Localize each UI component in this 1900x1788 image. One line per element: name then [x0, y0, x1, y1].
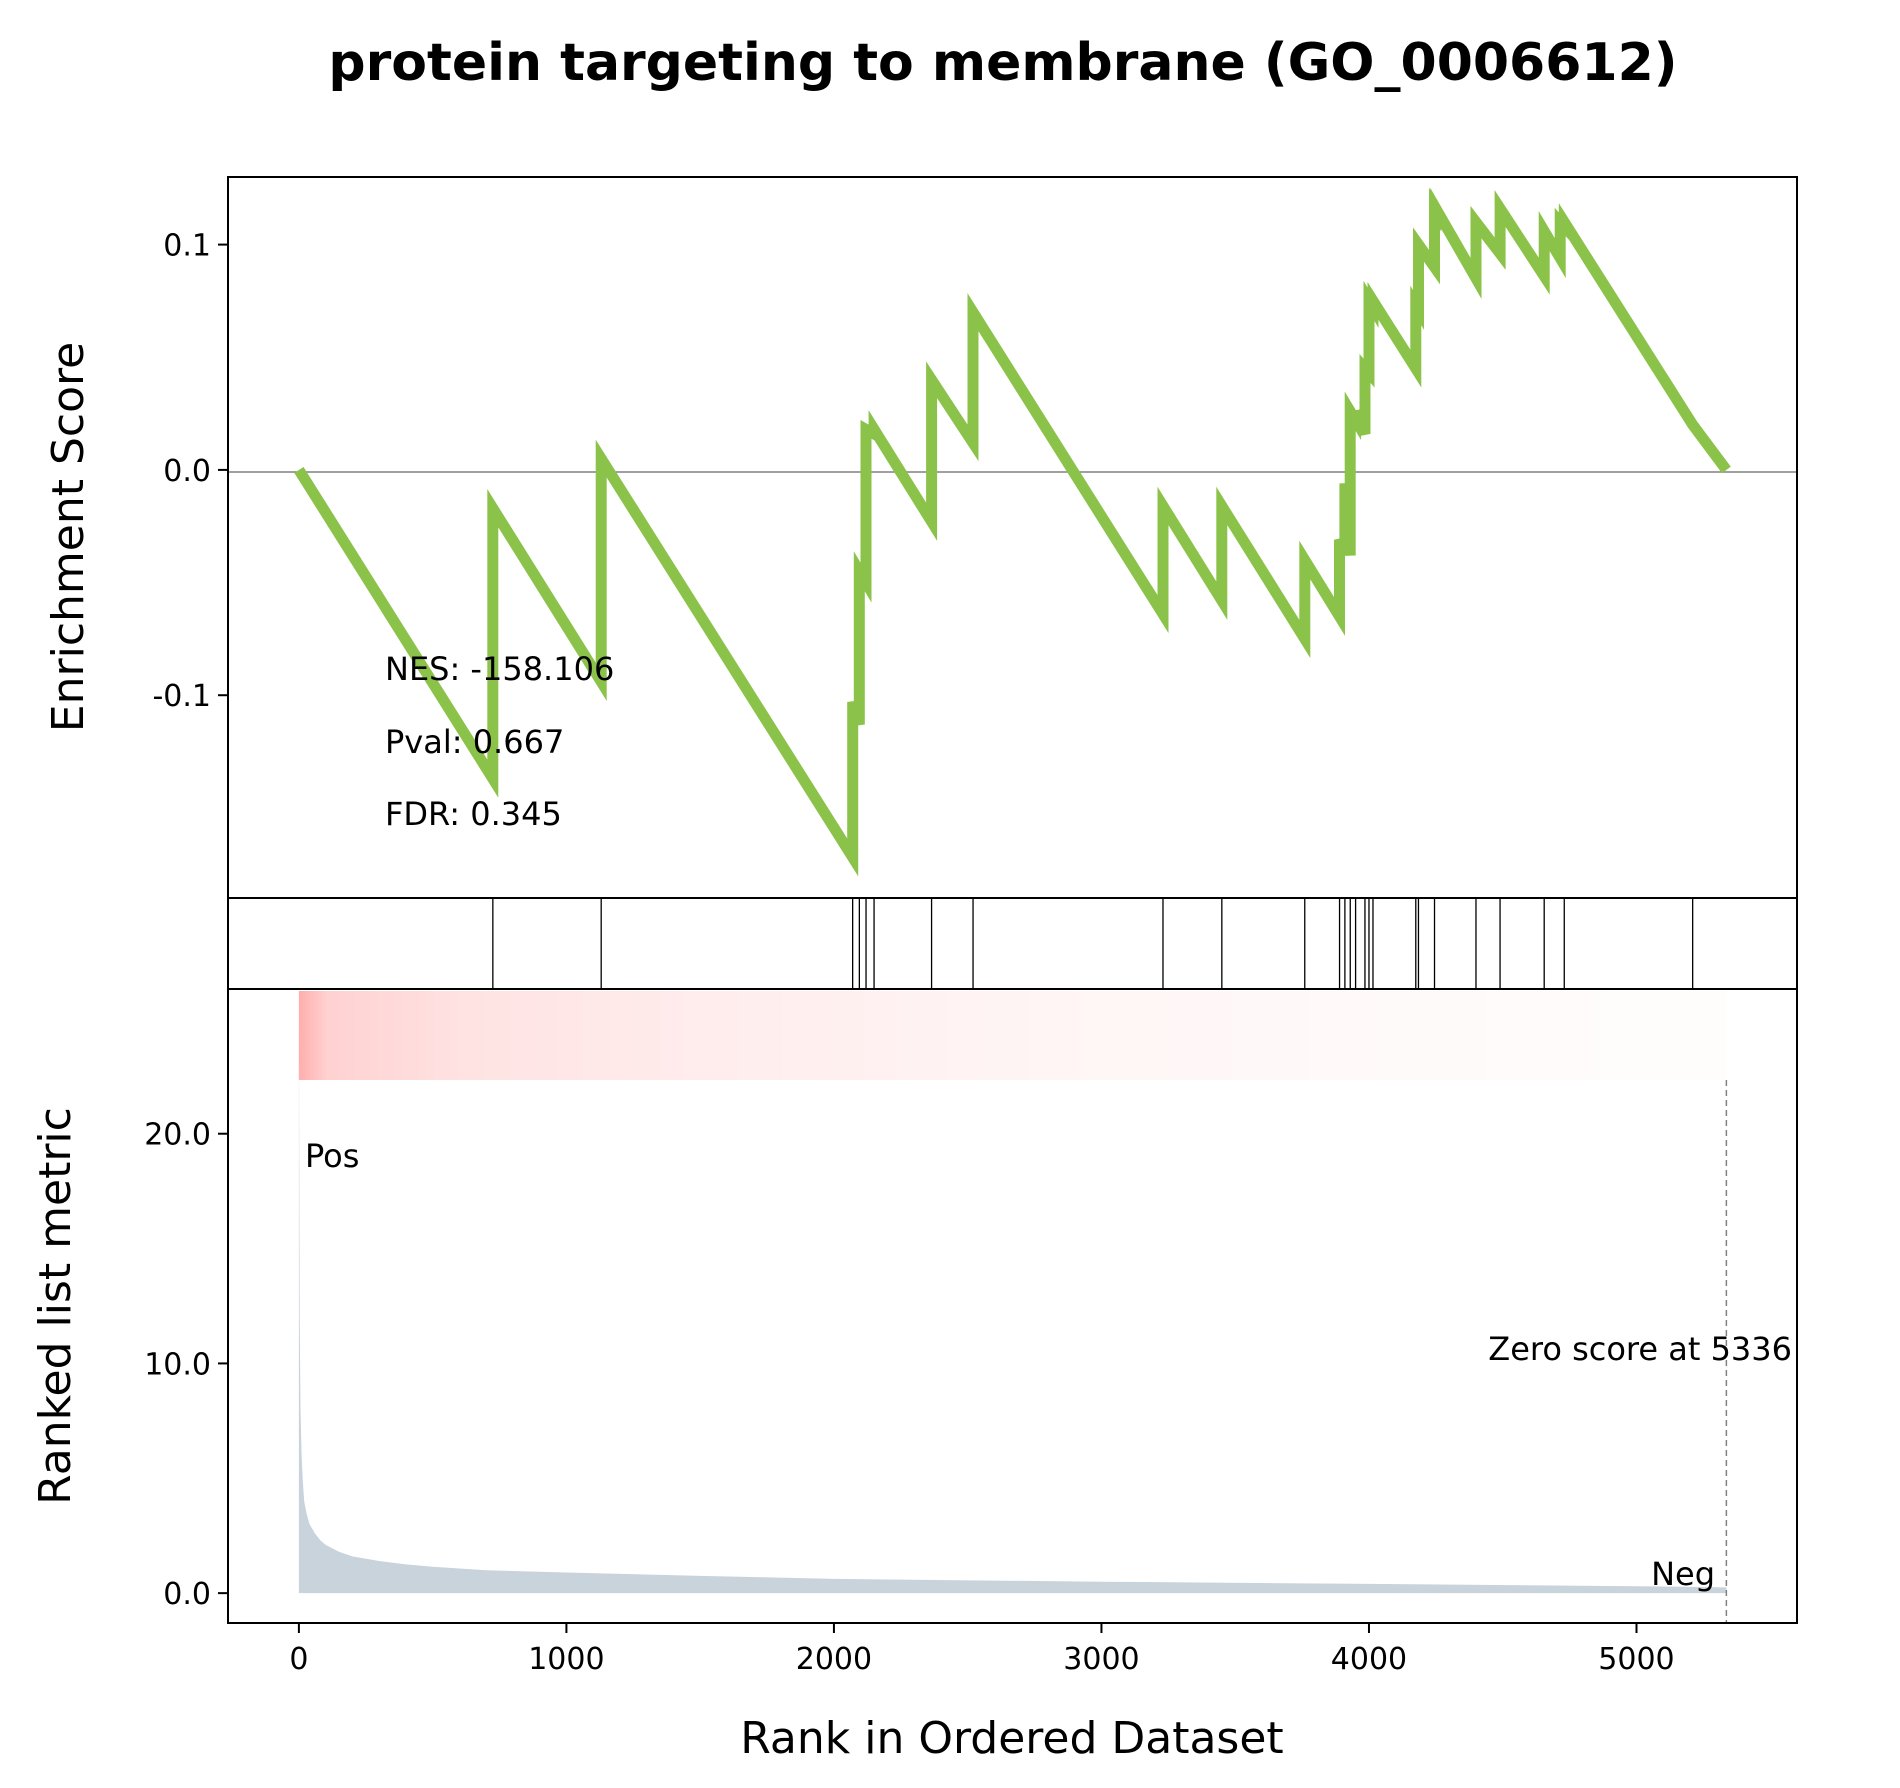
rm-tick-label: 20.0: [144, 1118, 211, 1153]
es-tick-label: -0.1: [152, 679, 211, 714]
x-tick-label: 1000: [528, 1642, 604, 1677]
es-tick-label: 0.0: [163, 454, 211, 489]
x-tick-label: 5000: [1598, 1642, 1674, 1677]
x-tick-label: 0: [289, 1642, 308, 1677]
chart-title: protein targeting to membrane (GO_000661…: [328, 33, 1677, 93]
enrichment-y-label: Enrichment Score: [43, 342, 94, 732]
zero-score-annotation: Zero score at 5336: [1488, 1330, 1792, 1368]
hits-panel-frame: [227, 897, 1798, 990]
stat-nes: NES: -158.106: [385, 650, 614, 688]
rm-tick-label: 0.0: [163, 1577, 211, 1612]
x-tick-label: 3000: [1063, 1642, 1139, 1677]
enrichment-panel-frame: [227, 176, 1798, 899]
es-y-ticks: 0.1 0.0 -0.1: [152, 229, 228, 714]
x-axis-ticks: 0 1000 2000 3000 4000 5000: [289, 1623, 1675, 1677]
rm-y-ticks: 0.0 10.0 20.0: [144, 1118, 228, 1612]
enrichment-panel: 0.1 0.0 -0.1 NES: -158.106 Pval: 0.667 FDR…: [43, 176, 1798, 899]
pos-label: Pos: [305, 1137, 359, 1175]
x-tick-label: 2000: [796, 1642, 872, 1677]
x-tick-label: 4000: [1331, 1642, 1407, 1677]
neg-label: Neg: [1651, 1555, 1715, 1593]
ranked-metric-y-label: Ranked list metric: [30, 1107, 81, 1505]
ranked-metric-area: [298, 1018, 1727, 1594]
es-tick-label: 0.1: [163, 229, 211, 264]
ranked-metric-panel-frame: [227, 988, 1798, 1624]
rm-tick-label: 10.0: [144, 1347, 211, 1382]
x-axis-label: Rank in Ordered Dataset: [740, 1713, 1283, 1764]
stat-fdr: FDR: 0.345: [385, 795, 562, 833]
ranked-metric-panel: 0.0 10.0 20.0 Pos Neg Zero score at 5336 R…: [30, 988, 1798, 1624]
hits-panel: [227, 897, 1798, 990]
stat-pval: Pval: 0.667: [385, 723, 564, 761]
ranking-heat-bar: [298, 991, 1727, 1080]
hit-markers: [492, 898, 1694, 989]
enrichment-score-line: [294, 187, 1731, 877]
